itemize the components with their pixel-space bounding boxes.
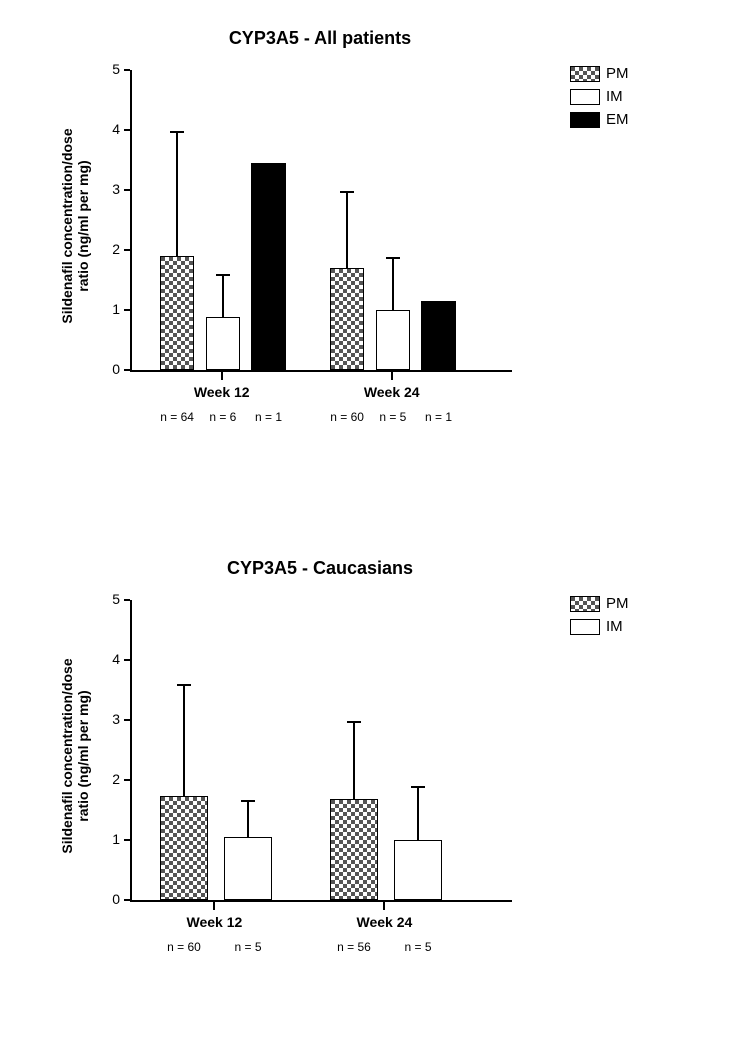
y-axis-label: Sildenafil concentration/dose ratio (ng/…	[59, 71, 91, 381]
x-group-label: Week 12	[172, 384, 272, 400]
ytick-mark	[124, 129, 130, 131]
n-label: n = 5	[384, 940, 452, 954]
ytick-label: 0	[90, 361, 120, 377]
y-axis-label: Sildenafil concentration/dose ratio (ng/…	[59, 601, 91, 911]
n-label: n = 1	[411, 410, 465, 424]
legend-item-im: IM	[570, 618, 629, 635]
panel-title: CYP3A5 - Caucasians	[130, 558, 510, 579]
ytick-mark	[124, 189, 130, 191]
error-bar	[183, 685, 185, 796]
x-group-label: Week 24	[342, 384, 442, 400]
legend: PM IM	[570, 595, 629, 641]
ytick-mark	[124, 839, 130, 841]
legend-item-im: IM	[570, 88, 629, 105]
error-cap	[386, 257, 400, 259]
error-bar	[392, 258, 394, 310]
error-cap	[241, 800, 255, 802]
ytick-label: 2	[90, 771, 120, 787]
legend-swatch	[570, 112, 600, 128]
error-cap	[411, 786, 425, 788]
error-cap	[347, 721, 361, 723]
n-label: n = 5	[214, 940, 282, 954]
ytick-label: 2	[90, 241, 120, 257]
n-label: n = 1	[241, 410, 295, 424]
ytick-mark	[124, 719, 130, 721]
bar-im	[376, 310, 410, 370]
legend-swatch	[570, 66, 600, 82]
ytick-mark	[124, 309, 130, 311]
x-group-label: Week 12	[164, 914, 264, 930]
ytick-mark	[124, 779, 130, 781]
legend-swatch	[570, 89, 600, 105]
ytick-label: 5	[90, 61, 120, 77]
ytick-mark	[124, 369, 130, 371]
panel-title: CYP3A5 - All patients	[130, 28, 510, 49]
bar-im	[206, 317, 240, 370]
error-cap	[216, 274, 230, 276]
ytick-label: 4	[90, 651, 120, 667]
xtick-mark	[221, 370, 223, 380]
ytick-label: 1	[90, 301, 120, 317]
error-cap	[170, 131, 184, 133]
ytick-label: 4	[90, 121, 120, 137]
bar-pm	[330, 799, 378, 900]
ytick-mark	[124, 69, 130, 71]
figure-container: CYP3A5 - All patients012345Sildenafil co…	[0, 0, 735, 1050]
bar-em	[421, 301, 455, 370]
bar-pm	[160, 256, 194, 370]
bar-im	[224, 837, 272, 900]
n-label: n = 60	[150, 940, 218, 954]
error-bar	[176, 132, 178, 256]
error-bar	[417, 787, 419, 840]
ytick-label: 3	[90, 711, 120, 727]
legend-label: PM	[606, 595, 629, 612]
ytick-mark	[124, 249, 130, 251]
legend-item-em: EM	[570, 111, 629, 128]
legend: PM IM EM	[570, 65, 629, 134]
xtick-mark	[383, 900, 385, 910]
ytick-mark	[124, 659, 130, 661]
error-bar	[353, 722, 355, 799]
legend-item-pm: PM	[570, 65, 629, 82]
legend-item-pm: PM	[570, 595, 629, 612]
bar-im	[394, 840, 442, 900]
ytick-label: 5	[90, 591, 120, 607]
error-cap	[177, 684, 191, 686]
ytick-label: 1	[90, 831, 120, 847]
bar-pm	[330, 268, 364, 370]
legend-label: EM	[606, 111, 629, 128]
error-bar	[222, 275, 224, 317]
ytick-mark	[124, 899, 130, 901]
x-group-label: Week 24	[334, 914, 434, 930]
xtick-mark	[213, 900, 215, 910]
ytick-mark	[124, 599, 130, 601]
error-bar	[247, 801, 249, 837]
legend-label: PM	[606, 65, 629, 82]
ytick-label: 0	[90, 891, 120, 907]
n-label: n = 56	[320, 940, 388, 954]
legend-label: IM	[606, 618, 623, 635]
error-bar	[346, 192, 348, 268]
xtick-mark	[391, 370, 393, 380]
error-cap	[340, 191, 354, 193]
bar-em	[251, 163, 285, 370]
bar-pm	[160, 796, 208, 900]
legend-label: IM	[606, 88, 623, 105]
legend-swatch	[570, 619, 600, 635]
ytick-label: 3	[90, 181, 120, 197]
legend-swatch	[570, 596, 600, 612]
